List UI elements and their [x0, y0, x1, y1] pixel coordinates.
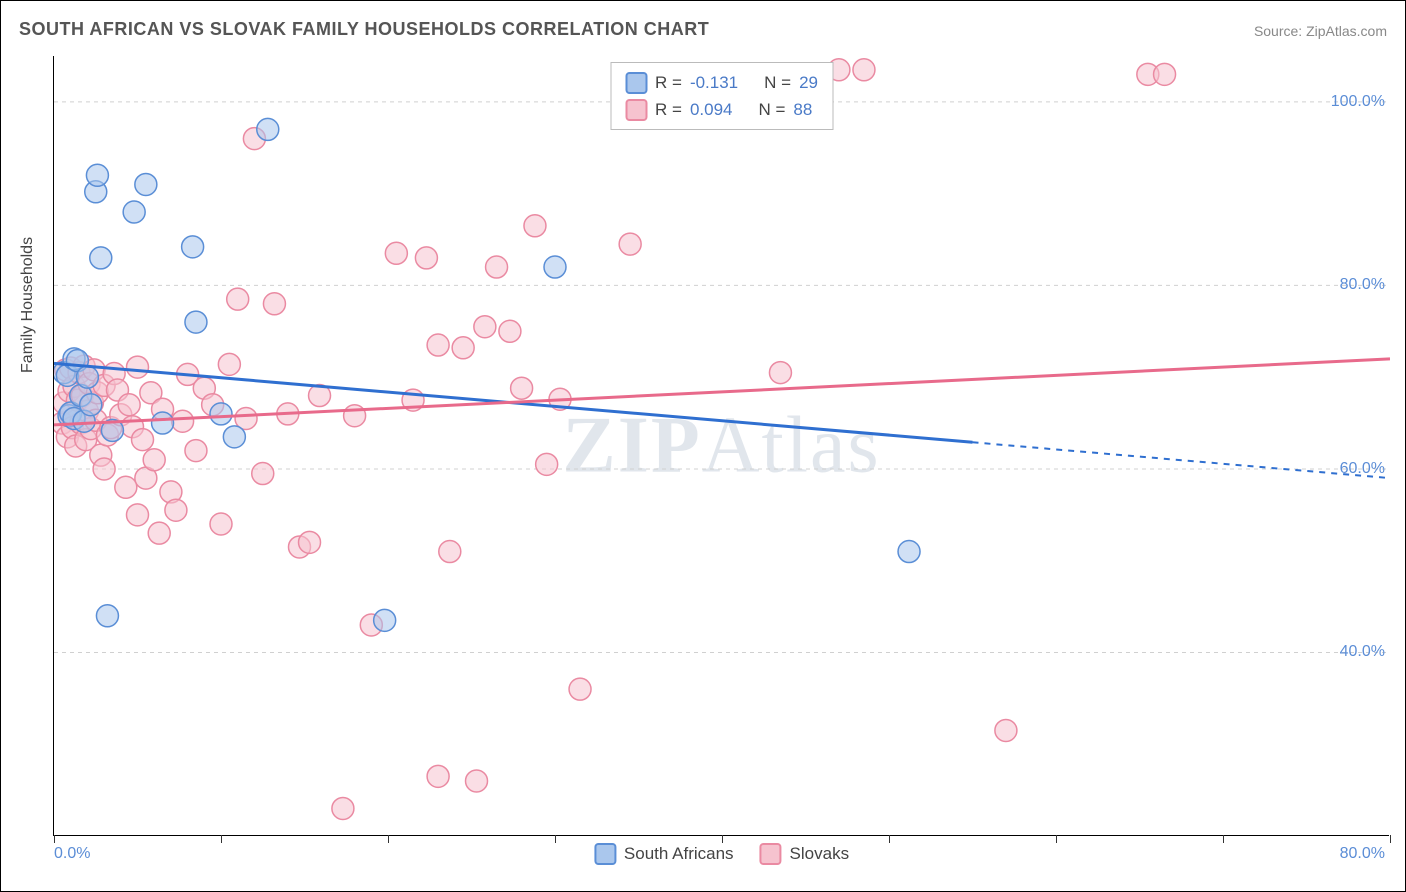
marker-sa	[185, 311, 207, 333]
series-legend: South Africans Slovaks	[594, 843, 849, 865]
marker-sa	[223, 426, 245, 448]
plot-area: ZIPAtlas 40.0%60.0%80.0%100.0% 0.0%80.0%…	[53, 56, 1389, 836]
chart-title: SOUTH AFRICAN VS SLOVAK FAMILY HOUSEHOLD…	[19, 19, 709, 40]
marker-sk	[263, 293, 285, 315]
x-tick	[54, 835, 55, 843]
marker-sk	[118, 394, 140, 416]
legend-row-sk: R = 0.094 N = 88	[625, 96, 818, 123]
y-axis-title: Family Households	[19, 237, 37, 373]
legend-item-sk: Slovaks	[760, 843, 850, 865]
swatch-sa	[625, 72, 647, 94]
x-tick	[889, 835, 890, 843]
marker-sa	[96, 605, 118, 627]
marker-sk	[127, 504, 149, 526]
marker-sk	[427, 765, 449, 787]
marker-sk	[218, 353, 240, 375]
marker-sk	[1154, 63, 1176, 85]
x-tick	[1390, 835, 1391, 843]
marker-sa	[257, 118, 279, 140]
n-value-sk: 88	[793, 96, 812, 123]
n-value-sa: 29	[799, 69, 818, 96]
marker-sk	[127, 356, 149, 378]
marker-sa	[90, 247, 112, 269]
x-tick	[1056, 835, 1057, 843]
x-tick	[555, 835, 556, 843]
legend-label-sk: Slovaks	[790, 844, 850, 864]
marker-sk	[132, 429, 154, 451]
x-tick	[722, 835, 723, 843]
marker-sa	[80, 394, 102, 416]
r-value-sk: 0.094	[690, 96, 733, 123]
marker-sk	[210, 513, 232, 535]
marker-sk	[619, 233, 641, 255]
marker-sk	[439, 541, 461, 563]
marker-sk	[569, 678, 591, 700]
marker-sk	[172, 410, 194, 432]
marker-sa	[210, 403, 232, 425]
marker-sk	[466, 770, 488, 792]
marker-sa	[152, 412, 174, 434]
x-tick	[388, 835, 389, 843]
legend-label-sa: South Africans	[624, 844, 734, 864]
marker-sa	[544, 256, 566, 278]
marker-sk	[165, 499, 187, 521]
marker-sk	[995, 719, 1017, 741]
marker-sk	[148, 522, 170, 544]
y-tick-label: 80.0%	[1340, 276, 1385, 294]
y-tick-label: 100.0%	[1331, 93, 1385, 111]
n-label: N =	[764, 69, 791, 96]
marker-sk	[499, 320, 521, 342]
marker-sk	[474, 316, 496, 338]
marker-sk	[227, 288, 249, 310]
marker-sk	[143, 449, 165, 471]
r-value-sa: -0.131	[690, 69, 738, 96]
x-tick	[1223, 835, 1224, 843]
marker-sk	[536, 453, 558, 475]
swatch-sk-icon	[760, 843, 782, 865]
marker-sk	[385, 242, 407, 264]
x-tick-label: 0.0%	[54, 845, 90, 863]
marker-sk	[511, 377, 533, 399]
marker-sk	[115, 476, 137, 498]
marker-sa	[86, 164, 108, 186]
swatch-sa-icon	[594, 843, 616, 865]
marker-sk	[486, 256, 508, 278]
y-tick-label: 40.0%	[1340, 643, 1385, 661]
source-credit: Source: ZipAtlas.com	[1254, 23, 1387, 39]
marker-sa	[76, 366, 98, 388]
swatch-sk	[625, 99, 647, 121]
marker-sk	[427, 334, 449, 356]
marker-sa	[135, 173, 157, 195]
y-tick-label: 60.0%	[1340, 460, 1385, 478]
marker-sa	[898, 541, 920, 563]
x-tick	[221, 835, 222, 843]
legend-row-sa: R = -0.131 N = 29	[625, 69, 818, 96]
marker-sk	[452, 337, 474, 359]
marker-sk	[299, 531, 321, 553]
x-tick-label: 80.0%	[1340, 845, 1385, 863]
marker-sk	[93, 458, 115, 480]
marker-sk	[524, 215, 546, 237]
marker-sa	[123, 201, 145, 223]
marker-sa	[374, 609, 396, 631]
marker-sk	[252, 463, 274, 485]
marker-sk	[769, 362, 791, 384]
correlation-legend: R = -0.131 N = 29 R = 0.094 N = 88	[610, 62, 833, 130]
marker-sk	[185, 440, 207, 462]
plot-svg	[54, 56, 1390, 836]
marker-sk	[332, 797, 354, 819]
legend-item-sa: South Africans	[594, 843, 734, 865]
r-label: R =	[655, 69, 682, 96]
chart-container: SOUTH AFRICAN VS SLOVAK FAMILY HOUSEHOLD…	[0, 0, 1406, 892]
marker-sa	[182, 236, 204, 258]
marker-sk	[344, 405, 366, 427]
r-label: R =	[655, 96, 682, 123]
marker-sk	[853, 59, 875, 81]
n-label: N =	[758, 96, 785, 123]
marker-sk	[415, 247, 437, 269]
